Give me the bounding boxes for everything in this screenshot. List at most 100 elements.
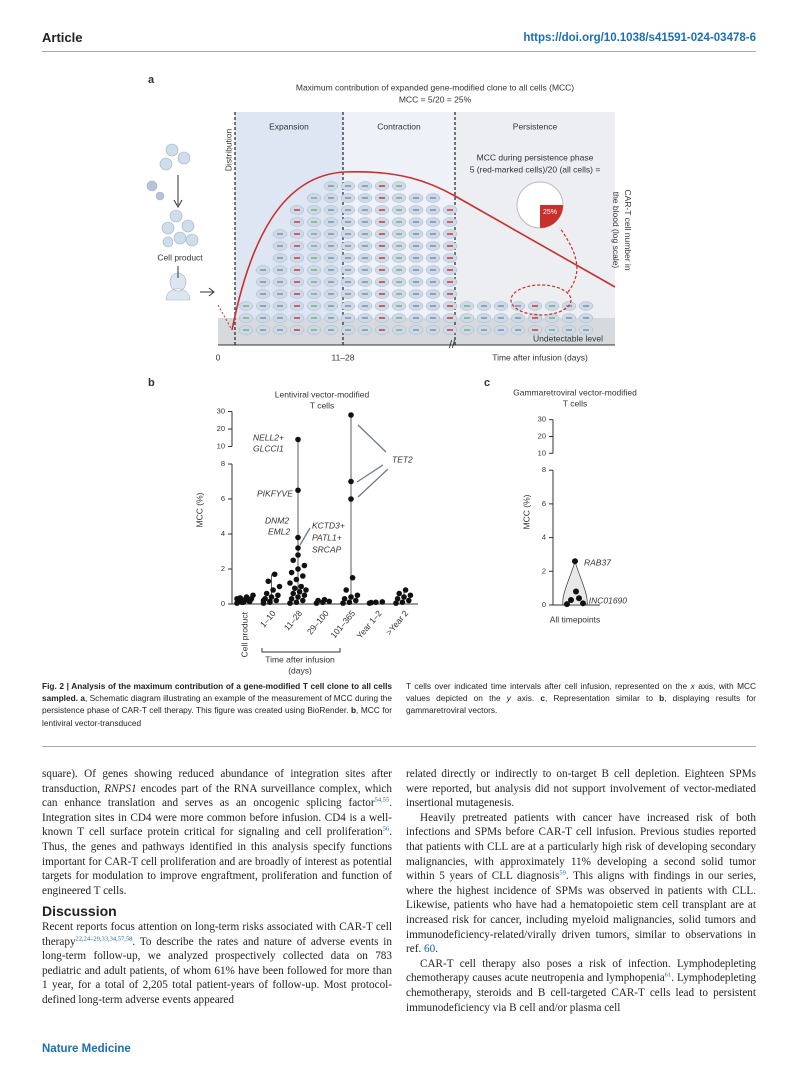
cell [442,289,458,299]
cell [272,301,288,311]
cell [306,217,322,227]
cell [374,181,390,191]
data-point [290,590,297,597]
data-point [290,557,297,564]
cell [476,325,492,335]
annotation: RAB37 [584,557,611,567]
y-tick-label: 4 [221,529,225,538]
cell [289,277,305,287]
body-column: square). Of genes showing reduced abunda… [42,767,392,1008]
text-run: Heavily pretreated patients with cancer … [406,811,756,883]
cell [340,217,356,227]
data-point [287,580,293,586]
text-run: . To describe the rates and nature of ad… [42,935,392,1006]
reference-link[interactable]: 60 [424,943,436,956]
paragraph: square). Of genes showing reduced abunda… [42,767,392,898]
panel-title: T cells [563,398,587,408]
cell [357,265,373,275]
cell [340,229,356,239]
annotation: GLCCI1 [253,443,284,453]
cell [357,277,373,287]
cell [391,277,407,287]
citation[interactable]: 59 [559,869,566,877]
citation[interactable]: 22,24–29,33,34,57,58 [75,934,133,942]
cell [323,325,339,335]
data-point [353,597,359,604]
data-point [340,600,346,606]
cell [340,313,356,323]
text-run: axis, with MCC values depicted on the [406,681,756,704]
data-point [293,599,300,606]
paragraph: CAR-T cell therapy also poses a risk of … [406,957,756,1015]
cell [510,325,526,335]
phase-label: Persistence [513,121,558,131]
y-tick-label: 20 [538,431,546,440]
cell [289,217,305,227]
cell [391,193,407,203]
text-run: . Thus, the genes and pathways identifie… [42,826,392,897]
cell [527,313,543,323]
cell [408,325,424,335]
data-point [315,597,321,604]
cell [391,205,407,215]
text-run: y [506,693,511,704]
cell [561,313,577,323]
cell [357,181,373,191]
cell [425,265,441,275]
y-axis-title: CAR-T cell number in [623,189,633,270]
cell [323,181,339,191]
cell [374,313,390,323]
data-point [273,597,280,604]
cell [323,193,339,203]
cell [374,205,390,215]
cell [544,325,560,335]
cell [425,241,441,251]
data-point [348,496,354,502]
data-point [379,599,386,605]
doi-link[interactable]: https://doi.org/10.1038/s41591-024-03478… [523,32,756,44]
citation[interactable]: 54,55 [374,796,390,804]
cell [578,301,594,311]
cell [408,301,424,311]
data-point [239,599,245,606]
y-axis-title: MCC (%) [521,494,531,529]
phase-label: Expansion [269,121,309,131]
data-point [267,598,273,605]
x-tick-label: >Year 2 [384,608,411,637]
x-tick-label: Cell product [239,611,249,657]
text-run: axis. [510,693,541,704]
text-run: Recent reports focus attention on long-t… [42,920,392,948]
cell [289,265,305,275]
x-tick-label: 101–365 [328,608,357,640]
cell [408,313,424,323]
cell [442,229,458,239]
data-point [354,592,361,599]
y-tick-label: 4 [542,533,546,542]
citation[interactable]: 61 [664,971,672,979]
data-point [296,588,303,595]
cell [391,289,407,299]
citation[interactable]: 56 [382,825,390,833]
cell [323,241,339,251]
section-label: Article [42,30,83,45]
cell [255,289,271,299]
cell [357,253,373,263]
data-point [303,587,309,593]
cell [442,301,458,311]
cell [340,301,356,311]
y-tick-label: 0 [542,600,546,609]
cell [255,313,271,323]
x-axis-title: Time after infusion [265,654,335,664]
cell [374,289,390,299]
panel-letter: a [148,74,155,86]
text-run: , displaying results for gammaretroviral… [406,693,757,716]
cell [289,253,305,263]
y-tick-label: 6 [221,494,225,503]
data-point [399,599,406,606]
cell [272,277,288,287]
cell [340,253,356,263]
cell [493,313,509,323]
cell [323,205,339,215]
data-point [401,594,407,600]
cell [340,289,356,299]
